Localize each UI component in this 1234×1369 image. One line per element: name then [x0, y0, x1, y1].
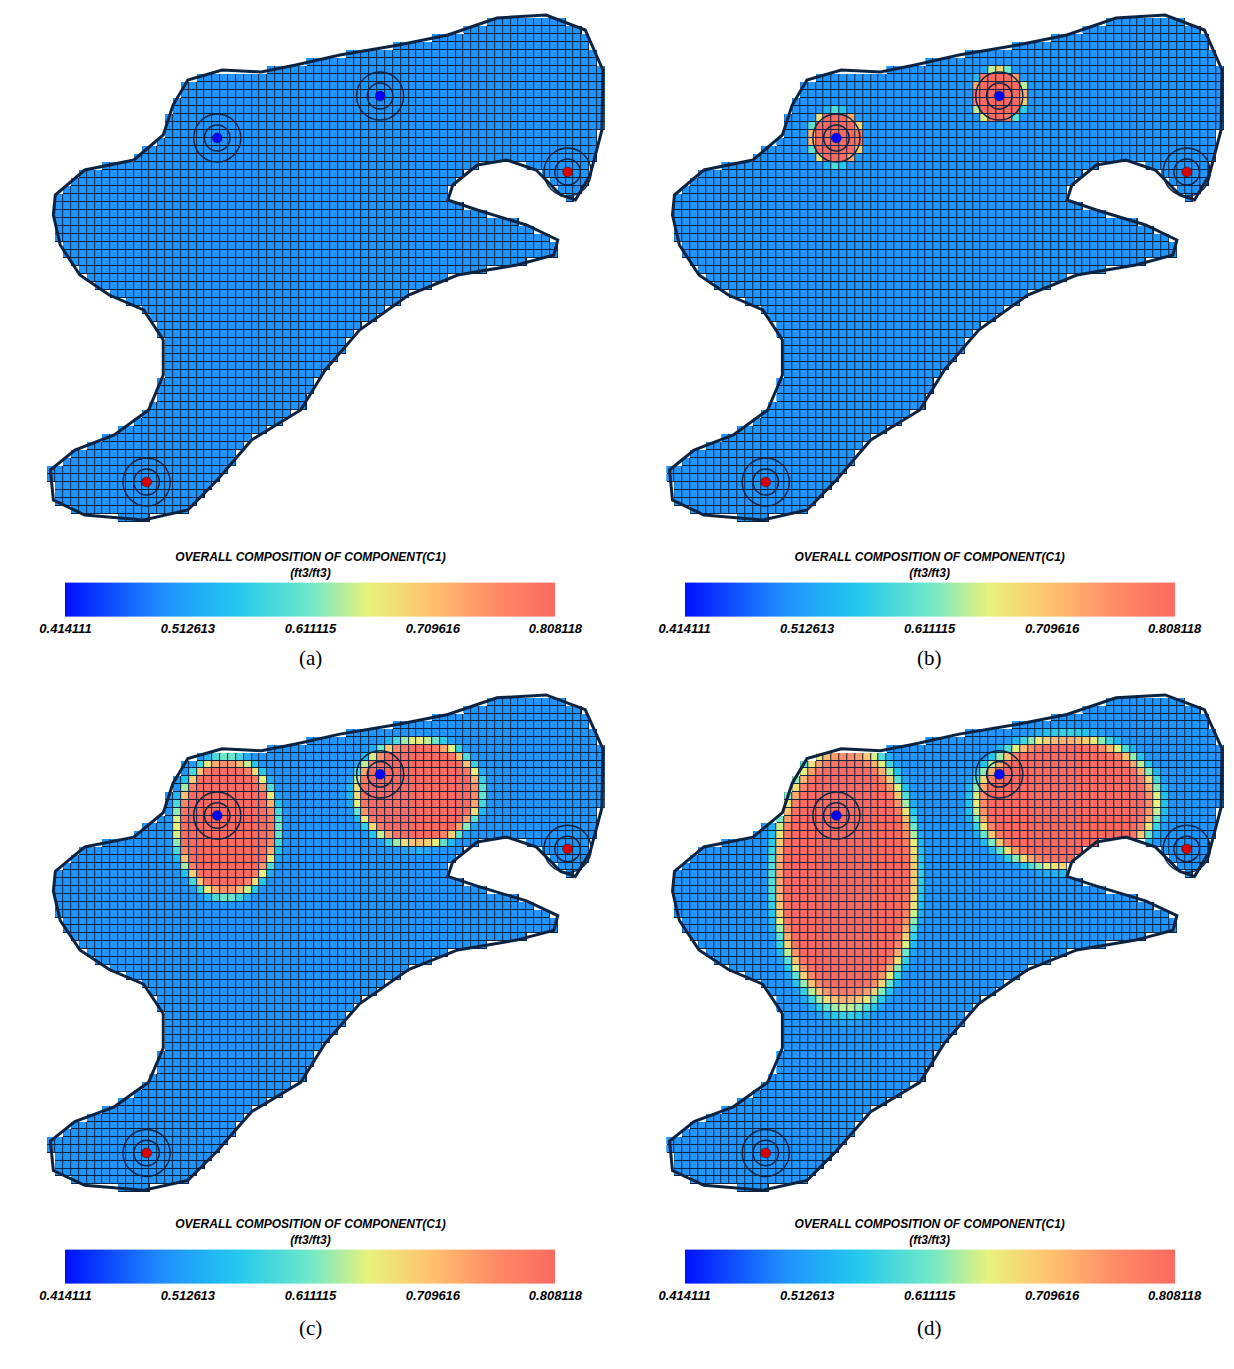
svg-text:0.611115: 0.611115 — [904, 1288, 956, 1303]
svg-text:(d): (d) — [917, 1316, 942, 1340]
svg-text:0.611115: 0.611115 — [285, 621, 337, 636]
svg-text:0.414111: 0.414111 — [658, 1288, 710, 1303]
svg-text:0.808118: 0.808118 — [1148, 1288, 1202, 1303]
svg-text:0.512613: 0.512613 — [780, 621, 835, 636]
svg-text:0.808118: 0.808118 — [529, 621, 583, 636]
svg-text:0.808118: 0.808118 — [1148, 621, 1202, 636]
svg-text:OVERALL COMPOSITION OF COMPONE: OVERALL COMPOSITION OF COMPONENT(C1)(ft3… — [175, 1217, 445, 1247]
svg-text:0.709616: 0.709616 — [1025, 1288, 1080, 1303]
svg-text:0.414111: 0.414111 — [39, 1288, 91, 1303]
svg-text:0.808118: 0.808118 — [529, 1288, 583, 1303]
svg-text:(c): (c) — [299, 1316, 322, 1340]
svg-text:0.611115: 0.611115 — [904, 621, 956, 636]
svg-text:0.512613: 0.512613 — [780, 1288, 835, 1303]
svg-text:OVERALL COMPOSITION OF COMPONE: OVERALL COMPOSITION OF COMPONENT(C1)(ft3… — [794, 1217, 1064, 1247]
svg-text:0.709616: 0.709616 — [406, 621, 461, 636]
svg-text:OVERALL COMPOSITION OF COMPONE: OVERALL COMPOSITION OF COMPONENT(C1)(ft3… — [175, 550, 445, 580]
svg-text:(a): (a) — [299, 646, 322, 670]
svg-text:0.512613: 0.512613 — [161, 621, 216, 636]
svg-text:0.414111: 0.414111 — [39, 621, 91, 636]
svg-text:(b): (b) — [917, 646, 942, 670]
svg-text:0.414111: 0.414111 — [658, 621, 710, 636]
svg-text:0.512613: 0.512613 — [161, 1288, 216, 1303]
svg-text:0.709616: 0.709616 — [1025, 621, 1080, 636]
svg-text:0.709616: 0.709616 — [406, 1288, 461, 1303]
svg-text:0.611115: 0.611115 — [285, 1288, 337, 1303]
svg-text:OVERALL COMPOSITION OF COMPONE: OVERALL COMPOSITION OF COMPONENT(C1)(ft3… — [794, 550, 1064, 580]
